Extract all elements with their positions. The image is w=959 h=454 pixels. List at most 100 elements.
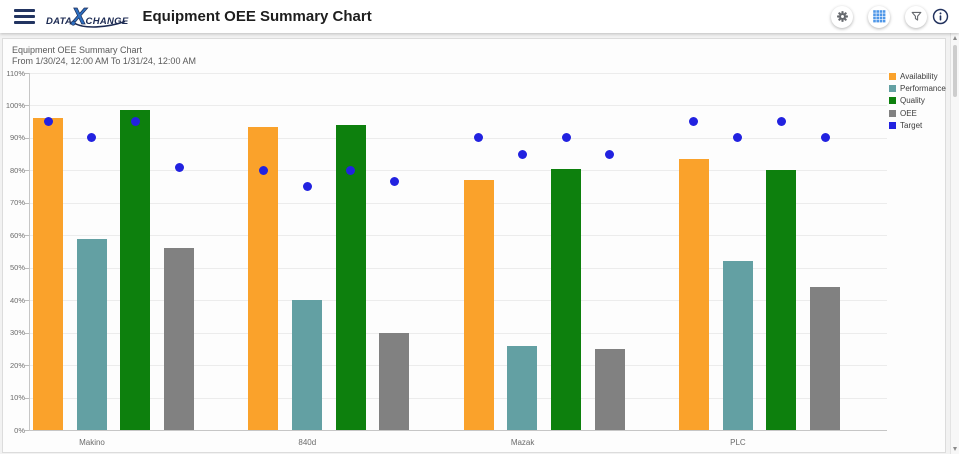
target-dot-quality-840d[interactable]: [346, 165, 356, 175]
y-axis-label: 80%: [9, 165, 25, 175]
info-button[interactable]: [932, 8, 949, 25]
bar-quality-makino[interactable]: [120, 110, 151, 430]
gridline: [29, 300, 887, 302]
y-axis-tick: [25, 202, 29, 204]
y-axis-tick: [25, 365, 29, 367]
bar-oee-plc[interactable]: [810, 287, 840, 430]
chart-subtitle: From 1/30/24, 12:00 AM To 1/31/24, 12:00…: [12, 56, 196, 66]
target-dot-performance-plc[interactable]: [733, 133, 743, 143]
gridline: [29, 202, 887, 204]
chart-plot-area: 0% 10% 20% 30% 40% 50% 60% 70% 80% 90% 100% 110% Mak…: [3, 39, 946, 452]
gridline: [29, 365, 887, 367]
gridline: [29, 397, 887, 399]
filter-icon: [911, 11, 921, 21]
vertical-scrollbar[interactable]: [950, 33, 959, 454]
target-dot-oee-mazak[interactable]: [605, 149, 615, 159]
bar-oee-makino[interactable]: [164, 248, 195, 430]
target-dot-performance-840d[interactable]: [302, 182, 312, 192]
filter-button[interactable]: [905, 5, 927, 28]
bar-performance-plc[interactable]: [722, 261, 753, 430]
x-axis-label-plc: PLC: [730, 438, 746, 447]
bar-oee-mazak[interactable]: [594, 348, 625, 430]
bar-performance-mazak[interactable]: [507, 345, 538, 430]
legend-item-availability[interactable]: Availability: [889, 70, 946, 82]
y-axis-tick: [25, 73, 29, 74]
target-dot-oee-840d[interactable]: [389, 177, 399, 187]
y-axis-label: 60%: [9, 230, 25, 240]
y-axis-tick: [25, 300, 29, 302]
legend-item-performance[interactable]: Performance: [889, 82, 946, 94]
target-dot-quality-plc[interactable]: [776, 117, 786, 127]
y-axis-tick: [25, 170, 29, 172]
gridline: [29, 332, 887, 334]
bar-availability-840d[interactable]: [248, 126, 279, 430]
logo-text-data: DATA: [46, 16, 73, 27]
chart-title: Equipment OEE Summary Chart: [12, 45, 143, 55]
bar-availability-plc[interactable]: [678, 159, 709, 430]
x-axis-label-makino: Makino: [79, 438, 105, 447]
gear-icon: [836, 11, 848, 22]
app-bar: DATA X CHANGE Equipment OEE Summary Char…: [0, 0, 959, 33]
legend-swatch-target: [889, 122, 896, 130]
bar-quality-840d[interactable]: [335, 124, 366, 430]
target-dot-oee-makino[interactable]: [174, 162, 184, 172]
x-axis-line: [29, 430, 887, 431]
page-title: Equipment OEE Summary Chart: [142, 8, 372, 25]
legend-label-target: Target: [900, 121, 923, 131]
target-dot-oee-plc[interactable]: [820, 133, 830, 143]
target-dot-performance-makino[interactable]: [87, 133, 97, 143]
y-axis-tick: [25, 105, 29, 107]
y-axis-label: 0%: [14, 425, 25, 435]
legend-item-target[interactable]: Target: [889, 120, 946, 132]
y-axis-tick: [25, 267, 29, 269]
scrollbar-down-arrow-icon[interactable]: [953, 447, 957, 451]
y-axis-label: 10%: [9, 393, 25, 403]
y-axis-tick: [25, 430, 29, 431]
dataxchange-logo: DATA X CHANGE: [46, 0, 129, 33]
hamburger-icon: [14, 21, 35, 24]
target-dot-availability-plc[interactable]: [689, 117, 699, 127]
y-axis-label: 50%: [9, 263, 25, 273]
y-axis-tick: [25, 332, 29, 334]
legend-swatch-quality: [889, 97, 896, 105]
gridline: [29, 105, 887, 107]
chart-legend: Availability Performance Quality OEE Target: [889, 70, 946, 132]
scrollbar-thumb[interactable]: [953, 45, 957, 97]
y-axis-label: 20%: [9, 360, 25, 370]
target-dot-availability-makino[interactable]: [43, 117, 53, 127]
legend-item-quality[interactable]: Quality: [889, 95, 946, 107]
bar-performance-840d[interactable]: [292, 300, 322, 430]
bar-quality-plc[interactable]: [766, 170, 797, 430]
logo-swoosh-icon: [70, 20, 126, 28]
bar-availability-mazak[interactable]: [463, 180, 494, 430]
y-axis-label: 40%: [9, 295, 25, 305]
x-axis-label-840d: 840d: [298, 438, 317, 447]
y-axis-label: 110%: [6, 68, 25, 78]
legend-label-quality: Quality: [900, 96, 925, 106]
grid-view-button[interactable]: [868, 5, 890, 28]
legend-label-availability: Availability: [900, 71, 938, 81]
y-axis-line: [29, 73, 30, 430]
scrollbar-up-arrow-icon[interactable]: [953, 36, 957, 40]
bar-availability-makino[interactable]: [33, 118, 63, 430]
gridline: [29, 137, 887, 139]
bar-performance-makino[interactable]: [76, 238, 107, 430]
grid-icon: [872, 10, 885, 23]
target-dot-performance-mazak[interactable]: [517, 149, 527, 159]
hamburger-icon: [14, 15, 35, 18]
gridline: [29, 235, 887, 237]
info-icon: [932, 8, 949, 25]
target-dot-availability-840d[interactable]: [258, 165, 268, 175]
target-dot-availability-mazak[interactable]: [474, 133, 484, 143]
gridline: [29, 267, 887, 269]
target-dot-quality-makino[interactable]: [130, 117, 140, 127]
menu-button[interactable]: [14, 9, 35, 24]
bar-quality-mazak[interactable]: [551, 168, 581, 430]
settings-button[interactable]: [831, 5, 853, 28]
target-dot-quality-mazak[interactable]: [561, 133, 571, 143]
legend-item-oee[interactable]: OEE: [889, 107, 946, 119]
chart-panel: Equipment OEE Summary Chart From 1/30/24…: [2, 38, 946, 453]
y-axis-tick: [25, 137, 29, 139]
y-axis-label: 70%: [9, 198, 25, 208]
bar-oee-840d[interactable]: [379, 332, 410, 430]
